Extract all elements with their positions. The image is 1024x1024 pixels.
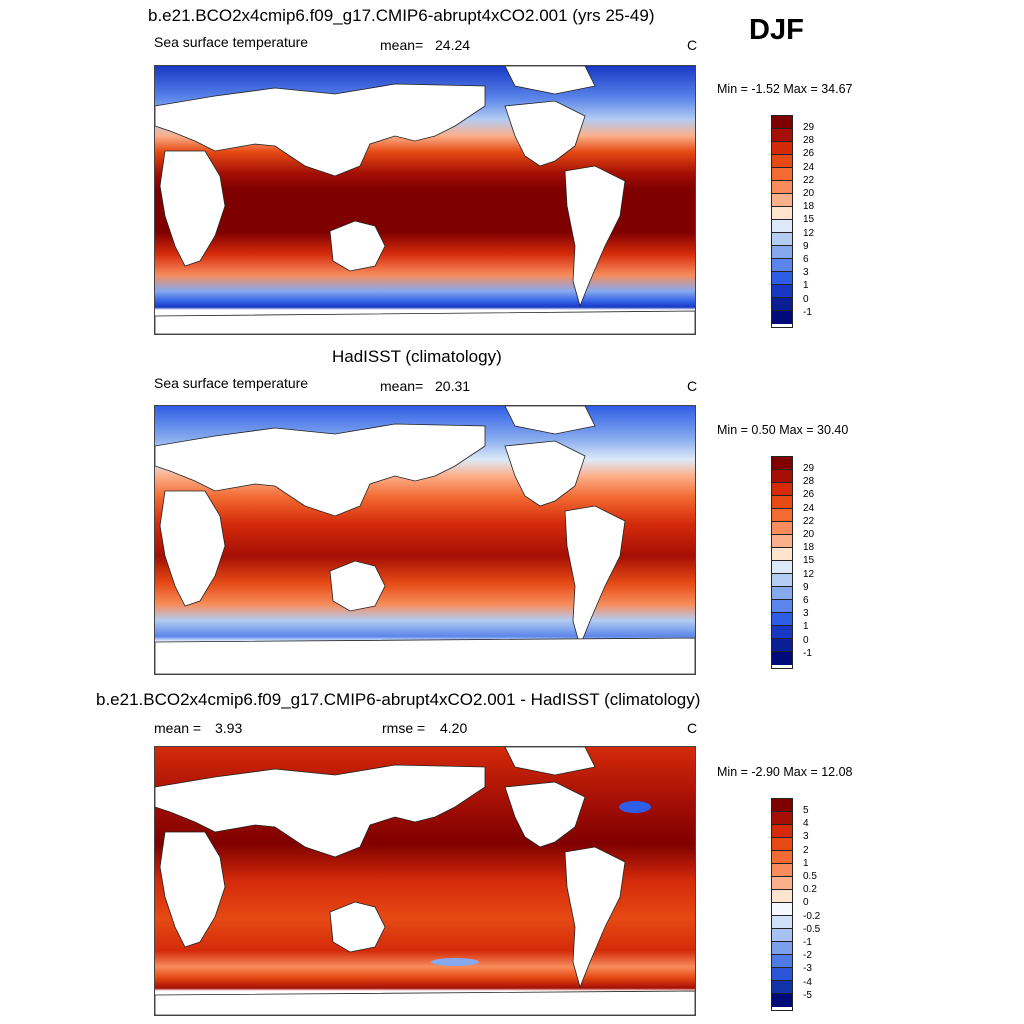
colorbar-tick-label: 0.5 <box>803 871 817 882</box>
colorbar-tick-label: 3 <box>803 831 809 843</box>
colorbar-tick-label: -4 <box>803 976 812 988</box>
panel-1-map <box>154 65 696 335</box>
panel-1-mean-label: mean= <box>380 37 424 53</box>
colorbar-tick-label: 18 <box>803 542 815 554</box>
panel-2-mean-label: mean= <box>380 378 424 394</box>
colorbar-tick-label: 18 <box>803 201 815 213</box>
panel-1-colorbar <box>771 115 793 328</box>
colorbar-tick-label: 22 <box>803 174 815 186</box>
panel-3-colorbar <box>771 798 793 1011</box>
colorbar-tick-label: 29 <box>803 463 815 474</box>
colorbar-tick-label: 9 <box>803 240 809 252</box>
colorbar-tick-label: 0.2 <box>803 884 817 896</box>
colorbar-tick-label: 9 <box>803 581 809 593</box>
panel-2-mean-value: 20.31 <box>435 378 471 394</box>
colorbar-tick-label: 3 <box>803 608 809 620</box>
panel-3-mean-value: 3.93 <box>215 720 243 736</box>
panel-1-mean-value: 24.24 <box>435 37 471 53</box>
colorbar-tick-label: 22 <box>803 515 815 527</box>
colorbar-tick-label: 5 <box>803 805 809 816</box>
colorbar-tick-label: 15 <box>803 214 815 226</box>
colorbar-tick-label: -1 <box>803 937 812 948</box>
colorbar-tick-label: 1 <box>803 857 809 869</box>
panel-2-variable-label: Sea surface temperature <box>154 375 309 391</box>
colorbar-tick-label: 29 <box>803 122 815 133</box>
colorbar-tick-label: -5 <box>803 989 812 1001</box>
colorbar-tick-label: -2 <box>803 950 812 962</box>
panel-1-minmax: Min = -1.52 Max = 34.67 <box>717 82 853 96</box>
colorbar-tick-label: -1 <box>803 306 812 318</box>
panel-3-title: b.e21.BCO2x4cmip6.f09_g17.CMIP6-abrupt4x… <box>96 690 701 709</box>
colorbar-tick-label: 6 <box>803 595 809 606</box>
colorbar-tick-label: 0 <box>803 293 809 305</box>
panel-1-variable-label: Sea surface temperature <box>154 34 309 50</box>
colorbar-tick-label: 24 <box>803 161 815 173</box>
panel-3-map <box>154 746 696 1016</box>
panel-2-minmax: Min = 0.50 Max = 30.40 <box>717 423 849 437</box>
colorbar-tick-label: 3 <box>803 267 809 279</box>
panel-1-units: C <box>687 37 698 53</box>
colorbar-tick-label: 26 <box>803 489 815 501</box>
colorbar-tick-label: 12 <box>803 568 815 580</box>
colorbar-tick-label: 24 <box>803 502 815 514</box>
colorbar-tick-label: -1 <box>803 647 812 659</box>
panel-3-rmse-value: 4.20 <box>440 720 468 736</box>
colorbar-tick-label: 28 <box>803 135 815 147</box>
colorbar-tick-label: -0.5 <box>803 923 821 935</box>
panel-2-colorbar <box>771 456 793 669</box>
colorbar-tick-label: 20 <box>803 529 815 540</box>
colorbar-tick-label: 0 <box>803 634 809 646</box>
panel-3-mean-label: mean = <box>154 720 202 736</box>
colorbar-tick-label: 15 <box>803 555 815 567</box>
colorbar-tick-label: -0.2 <box>803 910 821 922</box>
panel-3-minmax: Min = -2.90 Max = 12.08 <box>717 765 853 779</box>
colorbar-tick-label: 0 <box>803 897 809 909</box>
colorbar-tick-label: 12 <box>803 227 815 239</box>
colorbar-tick-label: 4 <box>803 818 809 830</box>
colorbar-tick-label: 28 <box>803 476 815 488</box>
colorbar-tick-label: 6 <box>803 254 809 265</box>
panel-2-units: C <box>687 378 698 394</box>
colorbar-tick-label: 26 <box>803 148 815 160</box>
panel-3-rmse-label: rmse = <box>382 720 426 736</box>
panel-2-title: HadISST (climatology) <box>332 347 502 366</box>
panel-3-units: C <box>687 720 698 736</box>
colorbar-tick-label: 1 <box>803 621 809 633</box>
panel-2-map <box>154 405 696 675</box>
colorbar-tick-label: -3 <box>803 963 812 975</box>
colorbar-tick-label: 20 <box>803 188 815 199</box>
colorbar-tick-label: 1 <box>803 280 809 292</box>
colorbar-tick-label: 2 <box>803 844 809 856</box>
panel-1-title: b.e21.BCO2x4cmip6.f09_g17.CMIP6-abrupt4x… <box>148 6 655 25</box>
season-label: DJF <box>749 14 804 46</box>
